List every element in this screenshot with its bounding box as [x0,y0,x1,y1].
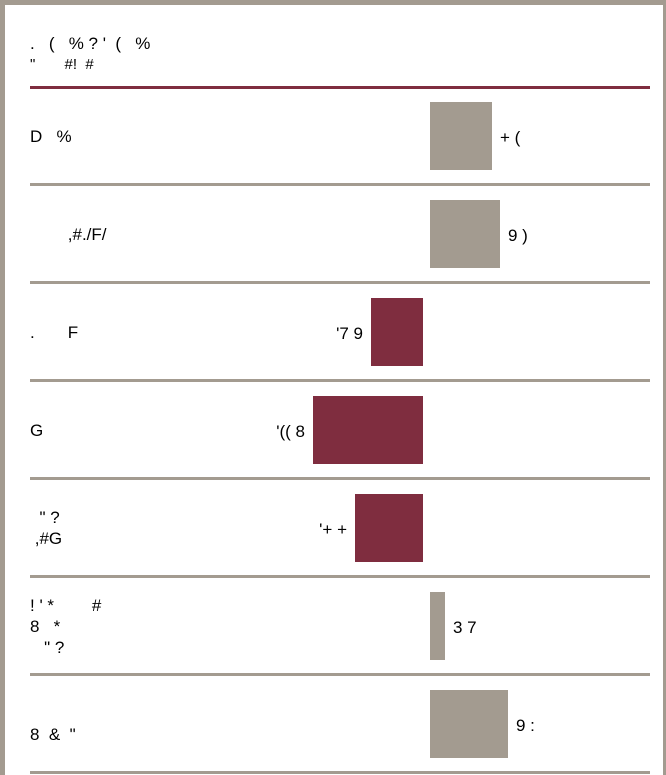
row-label: D % [30,126,72,146]
bar-negative [355,494,423,562]
frame-border-right [663,0,666,775]
row-label: ,#./F/ [30,224,107,244]
bar-value-label: '(( 8 [276,422,305,441]
bar-positive [430,200,500,268]
bar-positive [430,690,508,758]
row-label: ! ' * # [30,595,102,615]
row-label: 8 * [30,616,61,636]
header-line-2: " #! # [30,56,94,73]
frame-border-left [0,0,5,775]
bar-value-label: 9 : [516,716,535,735]
row-separator [30,673,650,676]
bar-value-label: '+ + [319,520,347,539]
row-separator [30,183,650,186]
row-separator [30,281,650,284]
row-label: ,#G [30,529,63,548]
bar-positive [430,102,492,170]
header-rule [30,86,650,89]
bar-negative [313,396,423,464]
row-label: " ? [30,508,60,527]
row-separator [30,379,650,382]
bar-value-label: 9 ) [508,226,528,245]
row-separator [30,575,650,578]
bar-value-label: '7 9 [336,324,363,343]
bar-value-label: + ( [500,128,521,147]
row-label: . F [30,322,79,342]
row-label: 8 & " [30,725,76,744]
frame-border-top [0,0,666,5]
bar-positive [430,592,445,660]
row-label: G [30,420,44,440]
bar-value-label: 3 7 [453,618,477,637]
row-separator [30,477,650,480]
bar-negative [371,298,423,366]
header-line-1: . ( % ? ' ( % [30,34,151,53]
row-separator [30,771,650,774]
row-label: " ? [30,637,65,657]
